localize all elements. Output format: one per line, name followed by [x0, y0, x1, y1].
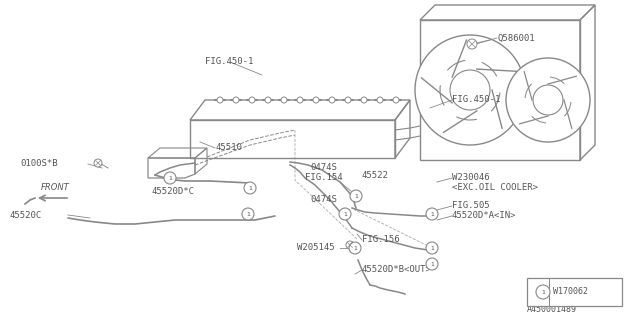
Text: 1: 1 [430, 261, 434, 267]
Text: W230046: W230046 [452, 173, 490, 182]
Circle shape [339, 208, 351, 220]
Text: 1: 1 [168, 175, 172, 180]
Text: <EXC.OIL COOLER>: <EXC.OIL COOLER> [452, 183, 538, 193]
Text: 45520D*A<IN>: 45520D*A<IN> [452, 212, 516, 220]
Circle shape [426, 242, 438, 254]
Circle shape [345, 97, 351, 103]
Text: 1: 1 [246, 212, 250, 217]
Circle shape [242, 208, 254, 220]
Circle shape [94, 159, 102, 167]
Circle shape [164, 172, 176, 184]
Text: 0474S: 0474S [310, 196, 337, 204]
Circle shape [393, 97, 399, 103]
Circle shape [265, 97, 271, 103]
Text: 1: 1 [430, 245, 434, 251]
Text: W205145: W205145 [297, 244, 335, 252]
Circle shape [217, 97, 223, 103]
Circle shape [350, 190, 362, 202]
Circle shape [506, 58, 590, 142]
Circle shape [377, 97, 383, 103]
Text: 45510: 45510 [215, 143, 242, 153]
Circle shape [313, 97, 319, 103]
Text: Q586001: Q586001 [497, 34, 534, 43]
Text: 1: 1 [248, 186, 252, 190]
Text: 45522: 45522 [362, 172, 389, 180]
Circle shape [244, 182, 256, 194]
Text: FIG.450-1: FIG.450-1 [205, 58, 253, 67]
Text: 1: 1 [353, 245, 357, 251]
Text: 1: 1 [343, 212, 347, 217]
Text: FRONT: FRONT [40, 183, 69, 192]
Text: 45520C: 45520C [10, 211, 42, 220]
Text: 0100S*B: 0100S*B [20, 159, 58, 169]
Text: W170062: W170062 [553, 287, 588, 297]
Circle shape [536, 285, 550, 299]
Circle shape [426, 258, 438, 270]
Text: 45520D*C: 45520D*C [152, 188, 195, 196]
Circle shape [249, 97, 255, 103]
Text: FIG.156: FIG.156 [362, 236, 399, 244]
Circle shape [329, 97, 335, 103]
Circle shape [281, 97, 287, 103]
Circle shape [415, 35, 525, 145]
Circle shape [346, 241, 354, 249]
Circle shape [426, 208, 438, 220]
Circle shape [361, 97, 367, 103]
Text: FIG.450-1: FIG.450-1 [452, 95, 500, 105]
FancyBboxPatch shape [527, 278, 622, 306]
Circle shape [297, 97, 303, 103]
Circle shape [450, 70, 490, 110]
Text: 0474S: 0474S [310, 164, 337, 172]
Text: FIG.154: FIG.154 [305, 173, 342, 182]
Text: 1: 1 [354, 194, 358, 198]
Text: 1: 1 [541, 290, 545, 294]
Text: 45520D*B<OUT>: 45520D*B<OUT> [362, 266, 432, 275]
Text: FIG.505: FIG.505 [452, 202, 490, 211]
Circle shape [349, 242, 361, 254]
Text: 1: 1 [430, 212, 434, 217]
Text: A450001489: A450001489 [527, 305, 577, 314]
Circle shape [533, 85, 563, 115]
Circle shape [233, 97, 239, 103]
Circle shape [467, 39, 477, 49]
